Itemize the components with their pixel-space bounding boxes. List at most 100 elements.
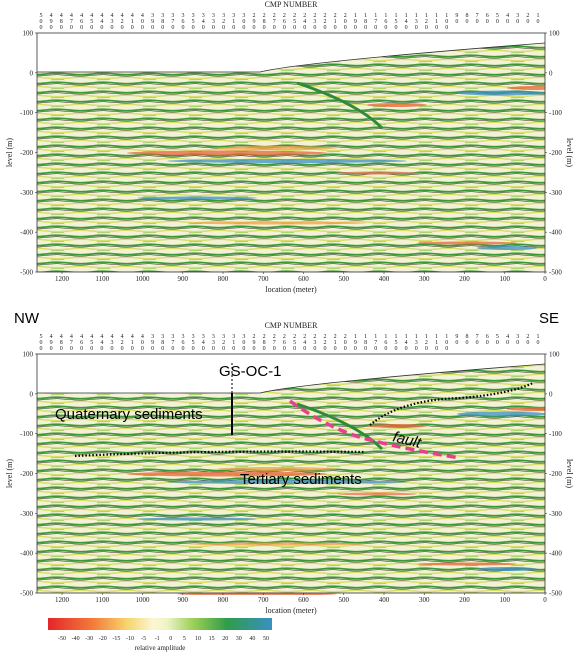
colorbar-tick-label: 50 bbox=[263, 636, 269, 642]
cmp-number: 340 bbox=[200, 334, 206, 352]
cmp-number: 240 bbox=[302, 13, 308, 31]
cmp-number: 250 bbox=[292, 334, 298, 352]
amplitude-lens bbox=[167, 480, 407, 484]
amplitude-lens bbox=[137, 196, 257, 200]
cmp-number: 20 bbox=[525, 13, 531, 25]
cmp-number: 420 bbox=[119, 334, 125, 352]
cmp-number: 170 bbox=[373, 334, 379, 352]
cmp-number: 310 bbox=[231, 334, 237, 352]
tertiary-label: Tertiary sediments bbox=[240, 471, 362, 488]
amplitude-lens bbox=[217, 146, 337, 150]
amplitude-lens bbox=[367, 424, 427, 428]
cmp-number: 260 bbox=[281, 334, 287, 352]
cmp-number: 390 bbox=[150, 13, 156, 31]
colorbar-tick-label: 40 bbox=[249, 636, 255, 642]
nw-label: NW bbox=[14, 310, 40, 327]
x-tick-label: 600 bbox=[298, 596, 309, 604]
cmp-number: 440 bbox=[99, 13, 105, 31]
cmp-number: 80 bbox=[464, 13, 470, 25]
y-tick-label-right: -100 bbox=[549, 430, 562, 438]
seismic-texture bbox=[37, 43, 545, 272]
cmp-number: 390 bbox=[150, 334, 156, 352]
cmp-number: 160 bbox=[383, 334, 389, 352]
amplitude-lens bbox=[507, 86, 545, 90]
seismic-section bbox=[37, 43, 545, 272]
y-tick-label: 0 bbox=[30, 69, 34, 77]
cmp-number: 420 bbox=[119, 13, 125, 31]
cmp-number: 90 bbox=[454, 334, 460, 346]
cmp-number: 200 bbox=[342, 334, 348, 352]
y-tick-label-right: 100 bbox=[549, 351, 560, 359]
cmp-number: 350 bbox=[190, 334, 196, 352]
cmp-number: 50 bbox=[494, 334, 500, 346]
cmp-number: 380 bbox=[160, 13, 166, 31]
cmp-number: 250 bbox=[292, 13, 298, 31]
x-tick-label: 500 bbox=[339, 275, 350, 283]
cmp-title: CMP NUMBER bbox=[265, 321, 318, 330]
y-tick-label-right: -500 bbox=[549, 269, 562, 277]
cmp-number: 70 bbox=[474, 334, 480, 346]
x-tick-label: 100 bbox=[500, 275, 511, 283]
cmp-number: 150 bbox=[393, 13, 399, 31]
cmp-number: 30 bbox=[515, 334, 521, 346]
colorbar-tick-label: 15 bbox=[209, 636, 215, 642]
x-tick-label: 300 bbox=[419, 275, 430, 283]
y-tick-label-right: -100 bbox=[549, 109, 562, 117]
cmp-number: 450 bbox=[89, 334, 95, 352]
cmp-number: 430 bbox=[109, 13, 115, 31]
cmp-number: 400 bbox=[139, 334, 145, 352]
cmp-number: 270 bbox=[271, 13, 277, 31]
surface bbox=[37, 42, 546, 73]
cmp-number: 400 bbox=[139, 13, 145, 31]
cmp-number: 120 bbox=[423, 13, 429, 31]
cmp-number: 210 bbox=[332, 334, 338, 352]
amplitude-lens bbox=[477, 246, 537, 250]
cmp-number: 220 bbox=[322, 334, 328, 352]
cmp-number: 230 bbox=[312, 334, 318, 352]
cmp-number: 130 bbox=[413, 13, 419, 31]
cmp-number: 70 bbox=[474, 13, 480, 25]
cmp-number: 260 bbox=[281, 13, 287, 31]
amplitude-lens bbox=[417, 241, 517, 245]
x-tick-label: 700 bbox=[258, 275, 269, 283]
y-tick-label: 0 bbox=[30, 390, 34, 398]
y-tick-label: -100 bbox=[20, 109, 33, 117]
cmp-number: 280 bbox=[261, 334, 267, 352]
cmp-number: 190 bbox=[352, 13, 358, 31]
y-tick-label-right: -500 bbox=[549, 590, 562, 598]
well-label: GS-OC-1 bbox=[219, 363, 282, 380]
amplitude-lens bbox=[367, 103, 427, 107]
colorbar-label: relative amplitude bbox=[135, 644, 186, 652]
dipping-reflectors bbox=[296, 81, 384, 130]
horizon-east bbox=[369, 382, 534, 426]
amplitude-lens bbox=[337, 171, 417, 175]
amplitude-lens bbox=[457, 90, 545, 96]
cmp-number: 500 bbox=[38, 334, 44, 352]
x-tick-label: 500 bbox=[339, 596, 350, 604]
x-tick-label: 0 bbox=[543, 275, 547, 283]
x-tick-label: 1200 bbox=[55, 596, 70, 604]
cmp-number: 300 bbox=[241, 334, 247, 352]
x-tick-label: 1000 bbox=[136, 275, 151, 283]
colorbar-tick-label: -50 bbox=[58, 636, 66, 642]
cmp-number: 130 bbox=[413, 334, 419, 352]
fault-label: fault bbox=[391, 428, 423, 452]
cmp-number: 240 bbox=[302, 334, 308, 352]
cmp-number: 360 bbox=[180, 334, 186, 352]
x-tick-label: 600 bbox=[298, 275, 309, 283]
colorbar-tick-label: 20 bbox=[222, 636, 228, 642]
cmp-number: 60 bbox=[484, 334, 490, 346]
x-tick-label: 1100 bbox=[95, 275, 109, 283]
cmp-number: 360 bbox=[180, 13, 186, 31]
amplitude-lens bbox=[337, 492, 417, 496]
colorbar-tick-label: -40 bbox=[72, 636, 80, 642]
y-axis-label-right: level (m) bbox=[565, 459, 574, 488]
amplitude-lens bbox=[507, 407, 545, 411]
cmp-number: 480 bbox=[58, 13, 64, 31]
fault-line bbox=[288, 399, 461, 460]
cmp-number: 10 bbox=[535, 13, 541, 25]
x-tick-label: 800 bbox=[218, 275, 229, 283]
cmp-number: 150 bbox=[393, 334, 399, 352]
x-tick-label: 200 bbox=[459, 275, 470, 283]
x-tick-label: 400 bbox=[379, 596, 390, 604]
